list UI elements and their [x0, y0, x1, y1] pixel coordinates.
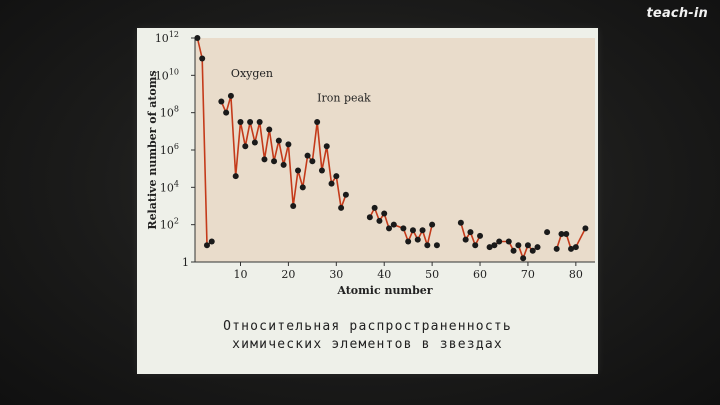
data-point — [563, 231, 570, 237]
data-point — [323, 143, 330, 150]
data-point — [486, 244, 493, 251]
y-tick-label: 106 — [160, 142, 179, 157]
data-point — [520, 255, 527, 262]
data-point — [524, 242, 531, 249]
data-point — [558, 231, 565, 237]
data-point — [251, 139, 258, 146]
data-point — [328, 180, 335, 187]
data-point — [390, 221, 397, 228]
annotation-label: Oxygen — [231, 67, 273, 80]
data-point — [371, 204, 378, 211]
data-point — [266, 126, 273, 133]
x-tick-label: 80 — [569, 268, 583, 281]
data-point — [256, 119, 263, 125]
data-point — [400, 225, 407, 232]
x-tick-label: 20 — [281, 268, 295, 281]
data-point — [242, 143, 249, 150]
x-tick-label: 60 — [473, 268, 487, 281]
data-point — [290, 203, 297, 209]
labels: 10 20 30 40 50 60 70 80 1 102 104 106 108 1010 1012 Ato… — [146, 30, 583, 297]
x-tick-label: 40 — [377, 268, 391, 281]
data-point — [232, 173, 239, 180]
data-point — [309, 158, 316, 165]
x-tick-label: 50 — [425, 268, 439, 281]
y-axis-title: Relative number of atoms — [146, 70, 159, 229]
y-tick-label: 1010 — [155, 67, 179, 82]
data-point — [237, 119, 244, 125]
data-point — [247, 119, 254, 125]
data-point — [203, 242, 210, 249]
series-line — [196, 37, 213, 246]
data-point — [342, 191, 349, 198]
data-point — [433, 242, 440, 249]
data-point — [223, 109, 230, 116]
data-point — [314, 119, 321, 125]
caption-line-2: химических элементов в звездах — [232, 337, 503, 352]
data-point — [218, 98, 225, 105]
data-point — [462, 236, 469, 243]
x-tick-label: 70 — [521, 268, 535, 281]
data-point — [386, 225, 393, 232]
data-point — [568, 245, 575, 252]
data-point — [285, 141, 292, 148]
data-point — [424, 242, 431, 249]
data-point — [275, 137, 282, 144]
data-point — [304, 152, 311, 159]
data-point — [457, 219, 464, 226]
data-point — [414, 236, 421, 243]
data-point — [381, 210, 388, 217]
data-point — [299, 184, 306, 191]
data-points — [194, 35, 589, 262]
x-axis-title: Atomic number — [336, 284, 432, 297]
data-point — [582, 225, 589, 232]
data-point — [467, 229, 474, 236]
data-point — [534, 244, 541, 251]
data-point — [491, 242, 498, 249]
data-point — [280, 161, 287, 168]
data-point — [529, 247, 536, 254]
data-point — [227, 92, 234, 99]
watermark-logo: teach-in — [646, 6, 708, 21]
y-tick-label: 102 — [160, 217, 179, 232]
axes — [191, 37, 595, 266]
data-point — [376, 217, 383, 224]
data-point — [294, 167, 301, 174]
data-point — [366, 214, 373, 221]
data-point — [472, 242, 479, 249]
y-tick-label: 108 — [160, 105, 179, 120]
annotation-label: Iron peak — [317, 91, 371, 104]
data-point — [194, 35, 201, 41]
x-tick-label: 10 — [234, 268, 248, 281]
data-point — [333, 173, 340, 180]
data-point — [553, 245, 560, 252]
data-point — [419, 227, 426, 234]
data-point — [429, 221, 436, 228]
data-point — [505, 238, 512, 245]
x-tick-label: 30 — [329, 268, 343, 281]
data-point — [318, 167, 325, 174]
y-tick-label: 1012 — [155, 30, 179, 45]
caption-line-1: Относительная распространенность — [223, 319, 512, 334]
data-point — [338, 204, 345, 211]
data-point — [405, 238, 412, 245]
data-point — [261, 156, 268, 163]
data-point — [496, 238, 503, 245]
data-point — [510, 247, 517, 254]
y-tick-label: 104 — [160, 179, 179, 194]
data-point — [544, 229, 551, 236]
data-point — [208, 238, 215, 245]
data-point — [515, 242, 522, 249]
data-point — [199, 55, 206, 62]
data-point — [271, 158, 278, 165]
data-point — [409, 227, 416, 234]
data-point — [572, 244, 579, 251]
y-tick-label: 1 — [182, 256, 189, 269]
data-point — [477, 232, 484, 239]
